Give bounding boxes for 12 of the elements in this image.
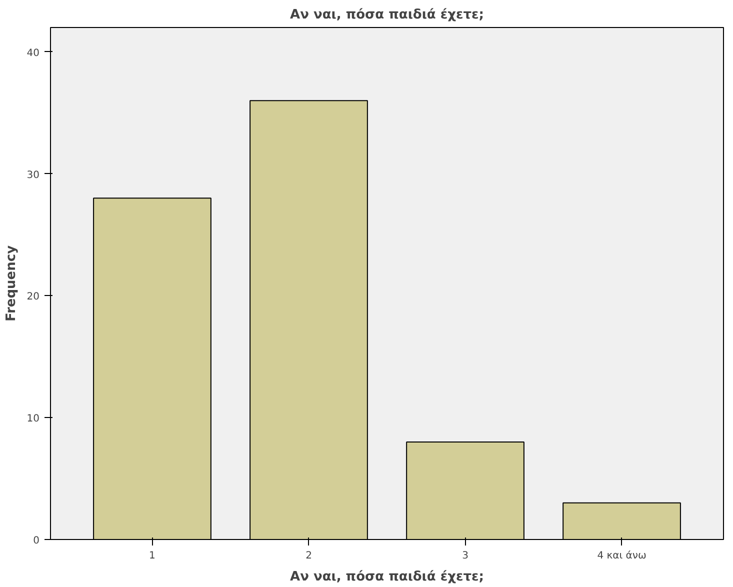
y-tick-label: 20 <box>26 292 40 303</box>
x-tick-label: 2 <box>306 550 312 562</box>
x-tick-label: 4 και άνω <box>597 550 646 562</box>
y-tick-label: 40 <box>26 48 40 59</box>
x-tick-label: 1 <box>149 550 156 562</box>
y-tick-label: 0 <box>33 536 40 546</box>
chart-title: Αν ναι, πόσα παιδιά έχετε; <box>290 8 484 22</box>
x-tick-label: 3 <box>462 550 468 562</box>
x-axis-title: Αν ναι, πόσα παιδιά έχετε; <box>290 570 484 584</box>
y-tick-label: 10 <box>26 414 40 425</box>
y-tick-label: 30 <box>26 170 40 181</box>
y-axis-title: Frequency <box>4 244 19 322</box>
